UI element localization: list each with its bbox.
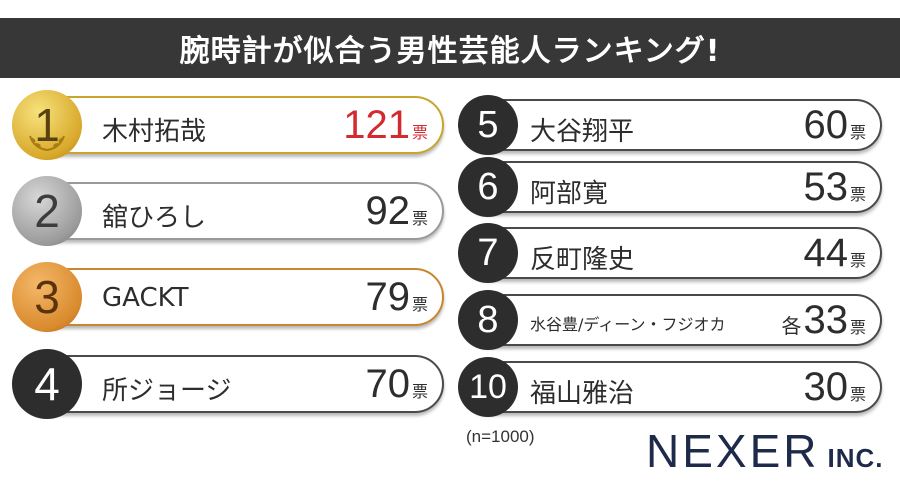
rank-10-badge-icon: 10	[458, 357, 518, 417]
rank-3-medal-icon: 3	[12, 262, 82, 332]
votes-value: 92	[365, 189, 410, 233]
rank-number: 4	[34, 358, 60, 410]
ranking-row-7: 反町隆史 44 票	[462, 227, 882, 279]
rank-number: 2	[34, 185, 60, 237]
votes-unit: 票	[849, 318, 866, 337]
votes-value: 79	[365, 275, 410, 319]
votes-value: 60	[803, 103, 848, 147]
ranking-row-1: 木村拓哉 121 票	[16, 96, 444, 154]
ranking-name: 木村拓哉	[102, 117, 207, 147]
rank-number: 8	[477, 298, 499, 341]
votes-value: 30	[803, 365, 848, 409]
ranking-votes: 79 票	[365, 275, 428, 320]
ranking-votes: 60 票	[803, 103, 866, 148]
ranking-row-4: 所ジョージ 70 票	[16, 355, 444, 413]
page-title: 腕時計が似合う男性芸能人ランキング!	[0, 18, 900, 78]
rank-1-medal-icon: 1	[12, 90, 82, 160]
company-logo: NEXER INC.	[646, 424, 883, 478]
votes-value: 33	[803, 298, 848, 342]
rank-8-badge-icon: 8	[458, 290, 518, 350]
votes-value: 44	[803, 231, 848, 275]
ranking-votes: 92 票	[365, 189, 428, 234]
ranking-row-2: 舘ひろし 92 票	[16, 182, 444, 240]
laurel-icon	[29, 135, 65, 152]
sample-size-note: (n=1000)	[466, 427, 535, 446]
rank-number: 10	[469, 367, 507, 406]
logo-main: NEXER	[646, 425, 820, 477]
ranking-row-10: 福山雅治 30 票	[462, 361, 882, 413]
rank-5-badge-icon: 5	[458, 95, 518, 155]
ranking-name: 水谷豊/ディーン・フジオカ	[530, 315, 726, 334]
rank-number: 3	[34, 271, 60, 323]
votes-value: 53	[803, 165, 848, 209]
votes-value: 70	[365, 362, 410, 406]
rank-number: 5	[477, 103, 499, 146]
ranking-name: GACKT	[102, 283, 189, 313]
rank-6-badge-icon: 6	[458, 157, 518, 217]
ranking-votes: 30 票	[803, 365, 866, 410]
ranking-name: 福山雅治	[530, 379, 635, 409]
votes-unit: 票	[411, 295, 428, 314]
votes-unit: 票	[411, 382, 428, 401]
ranking-name: 反町隆史	[530, 245, 635, 275]
votes-prefix: 各	[781, 314, 802, 338]
votes-unit: 票	[849, 385, 866, 404]
ranking-row-5: 大谷翔平 60 票	[462, 99, 882, 151]
ranking-votes: 53 票	[803, 165, 866, 210]
votes-unit: 票	[849, 251, 866, 270]
votes-unit: 票	[849, 123, 866, 142]
ranking-votes: 70 票	[365, 362, 428, 407]
votes-unit: 票	[849, 185, 866, 204]
rank-4-badge-icon: 4	[12, 349, 82, 419]
rank-number: 7	[477, 231, 499, 274]
rank-7-badge-icon: 7	[458, 223, 518, 283]
ranking-name: 大谷翔平	[530, 117, 635, 147]
logo-suffix: INC.	[827, 443, 884, 473]
ranking-name: 阿部寛	[530, 179, 609, 209]
votes-unit: 票	[411, 209, 428, 228]
votes-unit: 票	[411, 123, 428, 142]
ranking-name: 所ジョージ	[102, 376, 232, 406]
ranking-row-6: 阿部寛 53 票	[462, 161, 882, 213]
ranking-row-8: 水谷豊/ディーン・フジオカ 各 33 票	[462, 294, 882, 346]
rank-number: 6	[477, 165, 499, 208]
ranking-votes: 121 票	[343, 103, 428, 148]
ranking-votes: 各 33 票	[781, 298, 866, 343]
rank-number: 1	[34, 99, 60, 151]
rank-2-medal-icon: 2	[12, 176, 82, 246]
ranking-name: 舘ひろし	[102, 203, 207, 233]
ranking-votes: 44 票	[803, 231, 866, 276]
ranking-row-3: GACKT 79 票	[16, 268, 444, 326]
votes-value: 121	[343, 103, 410, 147]
